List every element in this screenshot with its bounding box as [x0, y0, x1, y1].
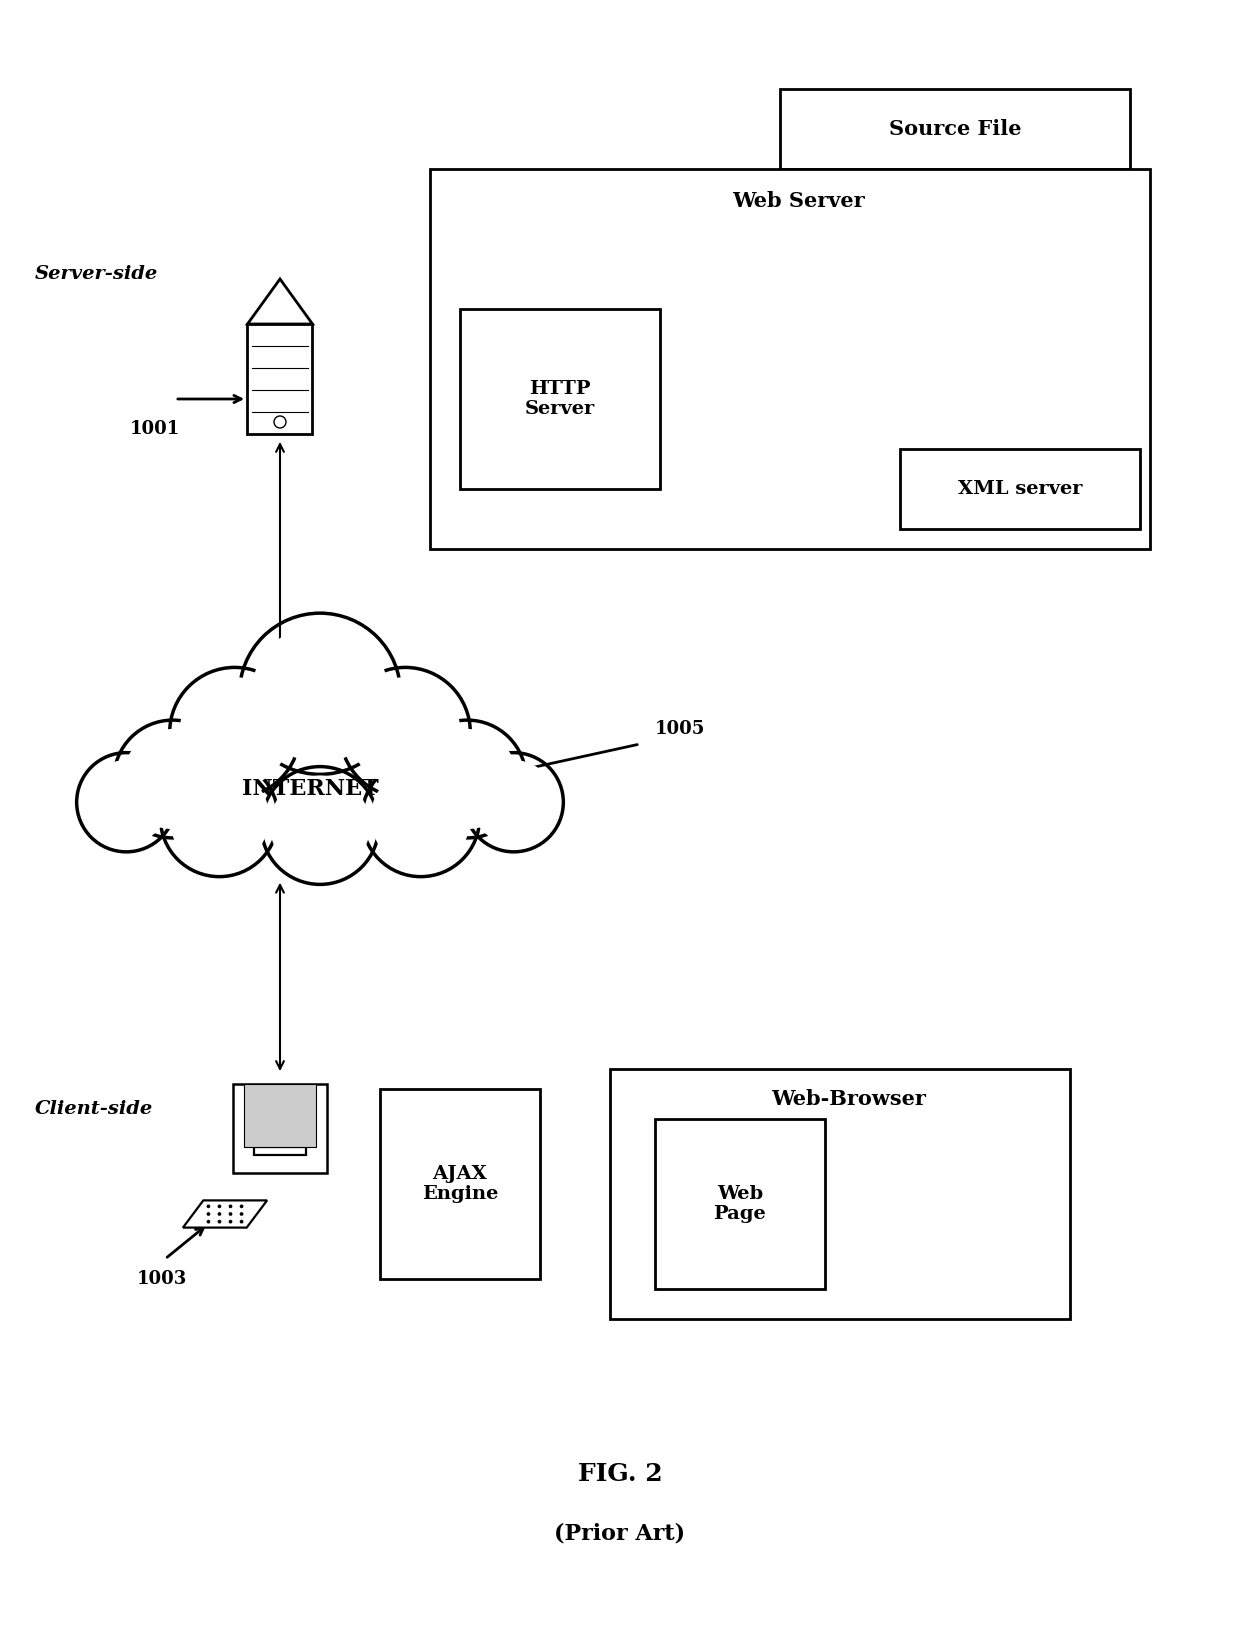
Circle shape	[228, 1212, 232, 1215]
Text: INTERNET: INTERNET	[242, 779, 378, 800]
Circle shape	[180, 678, 290, 788]
Circle shape	[123, 728, 223, 829]
Circle shape	[217, 1212, 222, 1215]
Text: (Prior Art): (Prior Art)	[554, 1523, 686, 1544]
Circle shape	[160, 759, 278, 876]
Bar	[610, 1069, 1070, 1319]
Text: 1001: 1001	[130, 420, 180, 438]
Circle shape	[239, 1220, 243, 1223]
Bar	[460, 310, 660, 489]
Text: HTTP
Server: HTTP Server	[525, 380, 595, 419]
Circle shape	[362, 759, 480, 876]
Circle shape	[464, 753, 563, 852]
Circle shape	[207, 1212, 211, 1215]
Circle shape	[228, 1204, 232, 1209]
Circle shape	[350, 678, 460, 788]
Circle shape	[217, 1220, 222, 1223]
Polygon shape	[248, 279, 312, 324]
Circle shape	[239, 1204, 243, 1209]
Text: Client-side: Client-side	[35, 1100, 154, 1117]
Text: Source File: Source File	[889, 119, 1022, 138]
Text: Web
Page: Web Page	[714, 1184, 766, 1223]
Circle shape	[408, 720, 526, 837]
Text: XML server: XML server	[957, 481, 1083, 498]
Text: 1005: 1005	[655, 720, 706, 738]
Bar	[244, 1085, 316, 1147]
Circle shape	[239, 1212, 243, 1215]
Circle shape	[169, 767, 269, 868]
Circle shape	[262, 767, 379, 885]
Bar	[430, 169, 1149, 549]
Circle shape	[417, 728, 517, 829]
Circle shape	[228, 1220, 232, 1223]
Polygon shape	[184, 1201, 267, 1228]
Bar	[900, 450, 1140, 529]
Circle shape	[252, 626, 388, 762]
Text: Web Server: Web Server	[733, 191, 866, 212]
Circle shape	[84, 761, 169, 844]
Bar	[655, 1119, 825, 1289]
Circle shape	[340, 668, 470, 798]
Bar	[254, 1147, 306, 1155]
Circle shape	[371, 767, 471, 868]
Text: Web-Browser: Web-Browser	[771, 1090, 926, 1109]
Circle shape	[239, 613, 401, 774]
Polygon shape	[265, 1129, 295, 1150]
Circle shape	[207, 1220, 211, 1223]
Circle shape	[207, 1204, 211, 1209]
Bar	[248, 324, 312, 433]
Text: FIG. 2: FIG. 2	[578, 1461, 662, 1486]
Circle shape	[77, 753, 176, 852]
Circle shape	[471, 761, 556, 844]
Circle shape	[270, 775, 370, 875]
Text: 1003: 1003	[136, 1271, 187, 1289]
Bar	[379, 1090, 539, 1279]
Bar	[780, 90, 1130, 169]
Circle shape	[114, 720, 232, 837]
Text: AJAX
Engine: AJAX Engine	[422, 1165, 498, 1204]
Bar	[233, 1083, 327, 1173]
Circle shape	[217, 1204, 222, 1209]
Text: Server-side: Server-side	[35, 266, 159, 283]
Circle shape	[170, 668, 300, 798]
